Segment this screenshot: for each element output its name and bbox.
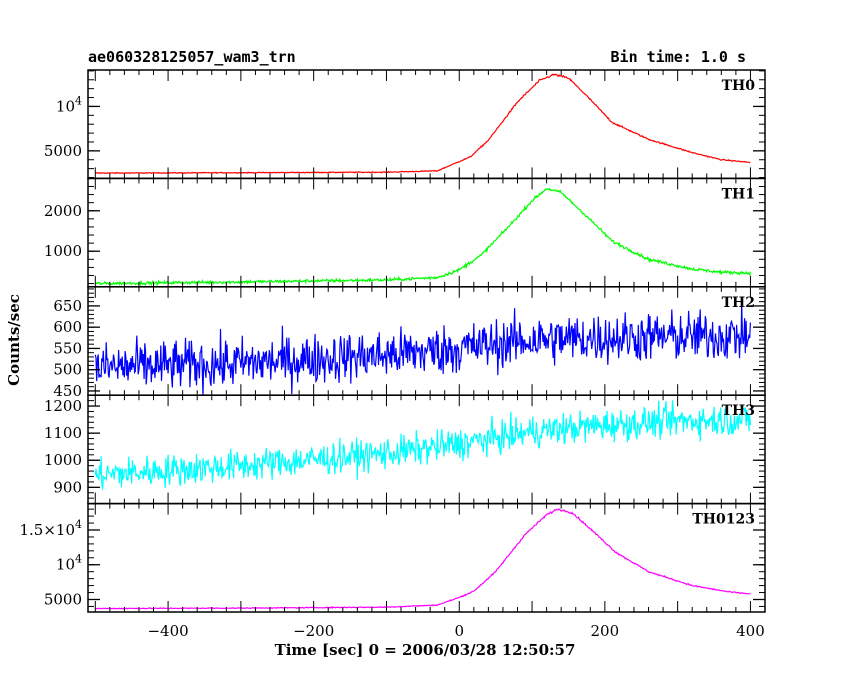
x-tick-label: −200 <box>293 622 334 640</box>
panel-th0: 5000 104 TH0 <box>44 69 766 180</box>
series-line-th1 <box>94 187 751 287</box>
panel-label-th1: TH1 <box>722 186 755 202</box>
panel-label-th3: TH3 <box>722 403 755 419</box>
y-tick-label: 600 <box>53 318 82 336</box>
series-line-th0123 <box>95 508 751 610</box>
y-tick-label: 5000 <box>44 142 82 160</box>
y-tick-label: 1000 <box>44 451 82 469</box>
y-tick-label: 104 <box>56 94 82 115</box>
y-tick-label: 104 <box>56 553 82 574</box>
series-line-th3 <box>94 400 751 490</box>
y-axis-label: Counts/sec <box>5 294 23 386</box>
panel-th3: 900 1000 1100 1200 TH3 <box>44 394 766 505</box>
y-tick-label: 650 <box>53 297 82 315</box>
panel-th2: 450 500 550 600 650 TH2 <box>53 286 766 400</box>
series-line-th0 <box>95 73 751 175</box>
y-tick-label: 500 <box>53 361 82 379</box>
x-axis-label: Time [sec] 0 = 2006/03/28 12:50:57 <box>275 641 576 659</box>
panel-th1: 1000 2000 TH1 <box>44 177 766 288</box>
y-tick-label: 450 <box>53 382 82 400</box>
chart-title-right: Bin time: 1.0 s <box>611 48 746 66</box>
panel-frame <box>87 177 766 288</box>
panel-label-th0123: TH0123 <box>692 512 755 528</box>
y-tick-label: 5000 <box>44 590 82 608</box>
series-line-th2 <box>94 303 751 396</box>
y-tick-label: 1.5×104 <box>19 518 82 539</box>
y-tick-label: 900 <box>53 478 82 496</box>
y-tick-label: 1200 <box>44 397 82 415</box>
panel-label-th0: TH0 <box>722 78 756 94</box>
panel-frame <box>87 69 766 180</box>
x-tick-label: 0 <box>454 622 464 640</box>
panel-frame <box>87 502 766 613</box>
chart-title-left: ae060328125057_wam3_trn <box>88 48 296 66</box>
y-tick-label: 1100 <box>44 424 82 442</box>
y-tick-label: 1000 <box>44 242 82 260</box>
panel-label-th2: TH2 <box>722 295 755 311</box>
y-tick-label: 550 <box>53 339 82 357</box>
x-tick-label: 200 <box>591 622 620 640</box>
x-tick-label: −400 <box>147 622 188 640</box>
x-tick-label: 400 <box>736 622 765 640</box>
y-tick-label: 2000 <box>44 202 82 220</box>
panel-th0123: 5000 104 1.5×104 TH0123 <box>19 502 766 613</box>
